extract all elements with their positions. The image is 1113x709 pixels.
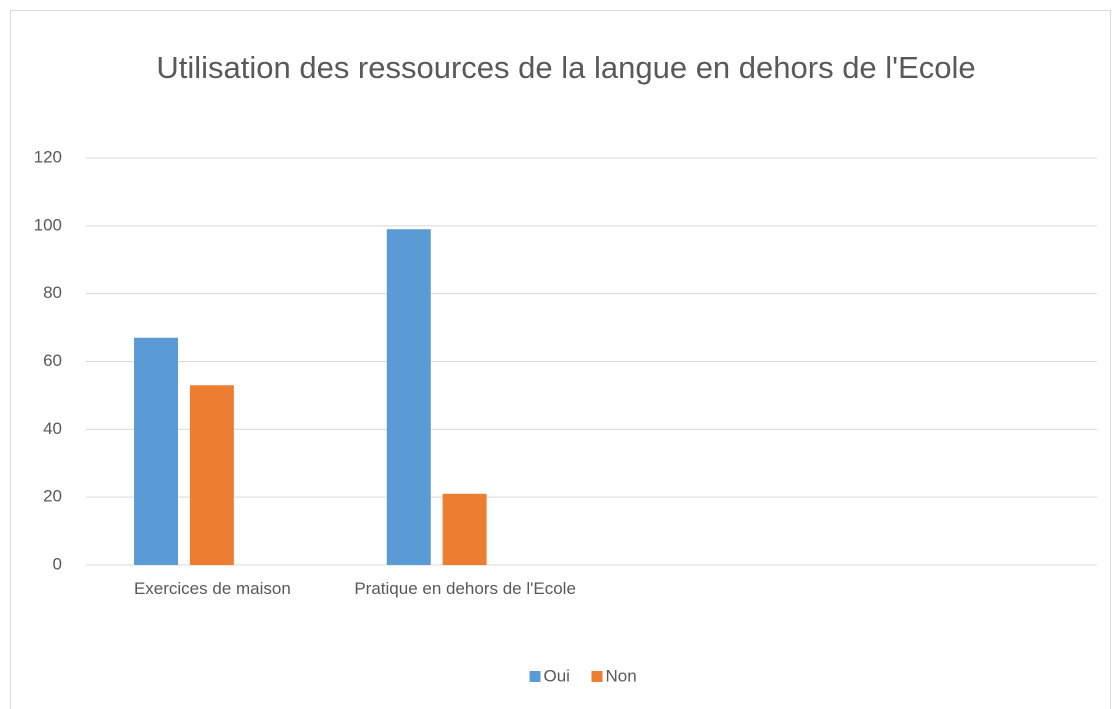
legend-label: Oui (544, 666, 570, 685)
chart-border (10, 10, 1111, 709)
bar (134, 337, 179, 565)
y-tick-label: 20 (43, 487, 62, 506)
x-tick-label: Pratique en dehors de l'Ecole (354, 579, 576, 598)
legend-swatch (591, 671, 603, 682)
chart-title: Utilisation des ressources de la langue … (156, 50, 976, 85)
y-tick-label: 80 (43, 283, 62, 302)
bar (442, 493, 487, 565)
bar (386, 229, 431, 565)
y-tick-label: 40 (43, 419, 62, 438)
bar (189, 385, 234, 565)
y-tick-label: 100 (34, 215, 62, 234)
legend-label: Non (606, 666, 637, 685)
y-tick-label: 0 (53, 554, 62, 573)
y-tick-label: 120 (34, 147, 62, 166)
legend-swatch (529, 671, 541, 682)
x-tick-label: Exercices de maison (133, 579, 291, 598)
y-tick-label: 60 (43, 351, 62, 370)
